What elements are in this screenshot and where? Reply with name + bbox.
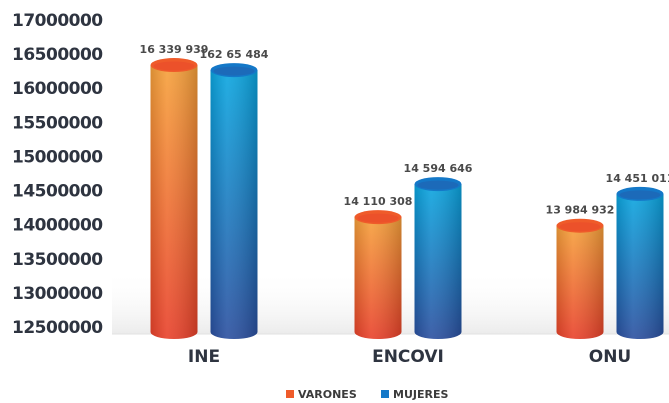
x-axis: INE ENCOVI ONU bbox=[188, 347, 631, 367]
bar-shading bbox=[150, 65, 198, 340]
bar-cap bbox=[414, 177, 462, 192]
bar-cap bbox=[150, 58, 198, 73]
data-label: 162 65 484 bbox=[200, 48, 269, 61]
data-label: 14 594 646 bbox=[404, 162, 473, 175]
y-axis: 17000000 16500000 16000000 15500000 15000000… bbox=[12, 11, 104, 338]
legend-swatch bbox=[381, 390, 389, 398]
y-tick-label: 15500000 bbox=[12, 113, 103, 133]
legend-swatch bbox=[286, 390, 294, 398]
y-tick-label: 16500000 bbox=[12, 45, 103, 65]
x-category-label: INE bbox=[188, 347, 220, 367]
data-label: 13 984 932 bbox=[546, 204, 615, 217]
data-label: 14 110 308 bbox=[344, 195, 413, 208]
bar-cap-inner bbox=[417, 180, 459, 190]
x-category-label: ONU bbox=[589, 347, 631, 367]
legend-label: VARONES bbox=[298, 388, 357, 401]
bar-cap bbox=[616, 186, 664, 201]
bar-varones-encovi: 14 110 308 bbox=[344, 195, 413, 339]
y-tick-label: 12500000 bbox=[12, 318, 103, 338]
legend-item-varones: VARONES bbox=[286, 388, 357, 401]
bar-varones-ine: 16 339 939 bbox=[140, 43, 209, 340]
bar-cap-inner bbox=[619, 190, 661, 200]
bar-cap-inner bbox=[357, 213, 399, 223]
bar-cap-inner bbox=[153, 61, 195, 71]
bar-shading bbox=[616, 193, 664, 339]
bar-mujeres-encovi: 14 594 646 bbox=[404, 162, 473, 339]
y-tick-label: 17000000 bbox=[12, 11, 103, 31]
legend-item-mujeres: MUJERES bbox=[381, 388, 448, 401]
y-tick-label: 13000000 bbox=[12, 284, 103, 304]
bar-cap bbox=[354, 210, 402, 225]
legend: VARONES MUJERES bbox=[286, 388, 448, 401]
bar-varones-onu: 13 984 932 bbox=[546, 204, 615, 339]
bar-shading bbox=[210, 70, 258, 339]
bar-cap-inner bbox=[213, 66, 255, 76]
y-tick-label: 14500000 bbox=[12, 182, 103, 202]
bar-mujeres-ine: 162 65 484 bbox=[200, 48, 269, 339]
bar-shading bbox=[354, 217, 402, 339]
bar-cap-inner bbox=[559, 222, 601, 232]
bar-shading bbox=[414, 184, 462, 339]
bar-mujeres-onu: 14 451 011 bbox=[606, 172, 669, 339]
bar-cap bbox=[210, 63, 258, 78]
bar-cap bbox=[556, 218, 604, 233]
y-tick-label: 15000000 bbox=[12, 147, 103, 167]
x-category-label: ENCOVI bbox=[372, 347, 444, 367]
y-tick-label: 14000000 bbox=[12, 216, 103, 236]
legend-label: MUJERES bbox=[393, 388, 448, 401]
y-tick-label: 16000000 bbox=[12, 79, 103, 99]
data-label: 16 339 939 bbox=[140, 43, 209, 56]
bar-shading bbox=[556, 225, 604, 339]
data-label: 14 451 011 bbox=[606, 172, 669, 185]
y-tick-label: 13500000 bbox=[12, 250, 103, 270]
